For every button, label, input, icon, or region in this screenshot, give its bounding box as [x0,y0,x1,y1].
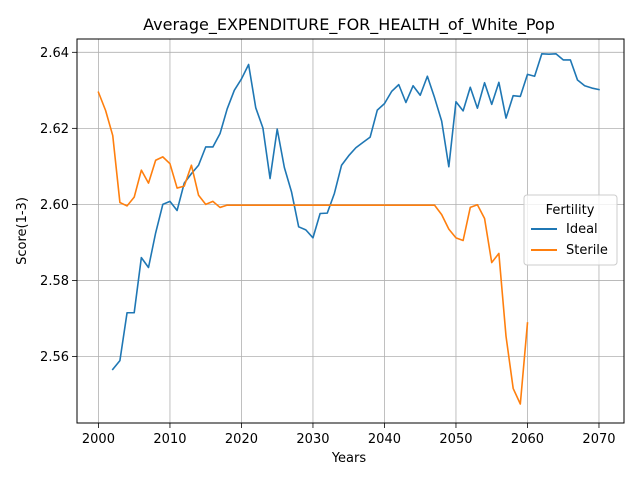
y-tick-label: 2.56 [40,350,69,365]
x-tick-label: 2000 [82,432,115,447]
x-axis: 2000 2010 2020 2030 2040 2050 2060 2070 [82,423,616,447]
x-axis-label: Years [331,451,367,466]
x-tick-label: 2070 [582,432,615,447]
legend-title: Fertility [546,203,595,218]
legend: Fertility Ideal Sterile [523,194,618,266]
series-line-sterile [97,91,529,405]
x-tick-label: 2010 [153,432,186,447]
legend-frame [523,194,618,266]
legend-label-sterile: Sterile [566,243,608,258]
y-tick-label: 2.64 [40,46,69,61]
y-tick-label: 2.62 [40,122,69,137]
x-tick-label: 2020 [225,432,258,447]
x-tick-label: 2040 [368,432,401,447]
y-axis-label: Score(1-3) [15,197,30,265]
series-line-ideal [111,53,600,371]
plot-frame [76,38,625,424]
y-axis: 2.56 2.58 2.60 2.62 2.64 [40,46,77,365]
x-tick-label: 2050 [439,432,472,447]
y-tick-label: 2.60 [40,198,69,213]
chart-title: Average_EXPENDITURE_FOR_HEALTH_of_White_… [143,15,555,35]
legend-label-ideal: Ideal [566,222,598,237]
series-layer [97,53,600,405]
x-tick-label: 2030 [296,432,329,447]
x-tick-label: 2060 [511,432,544,447]
y-tick-label: 2.58 [40,274,69,289]
